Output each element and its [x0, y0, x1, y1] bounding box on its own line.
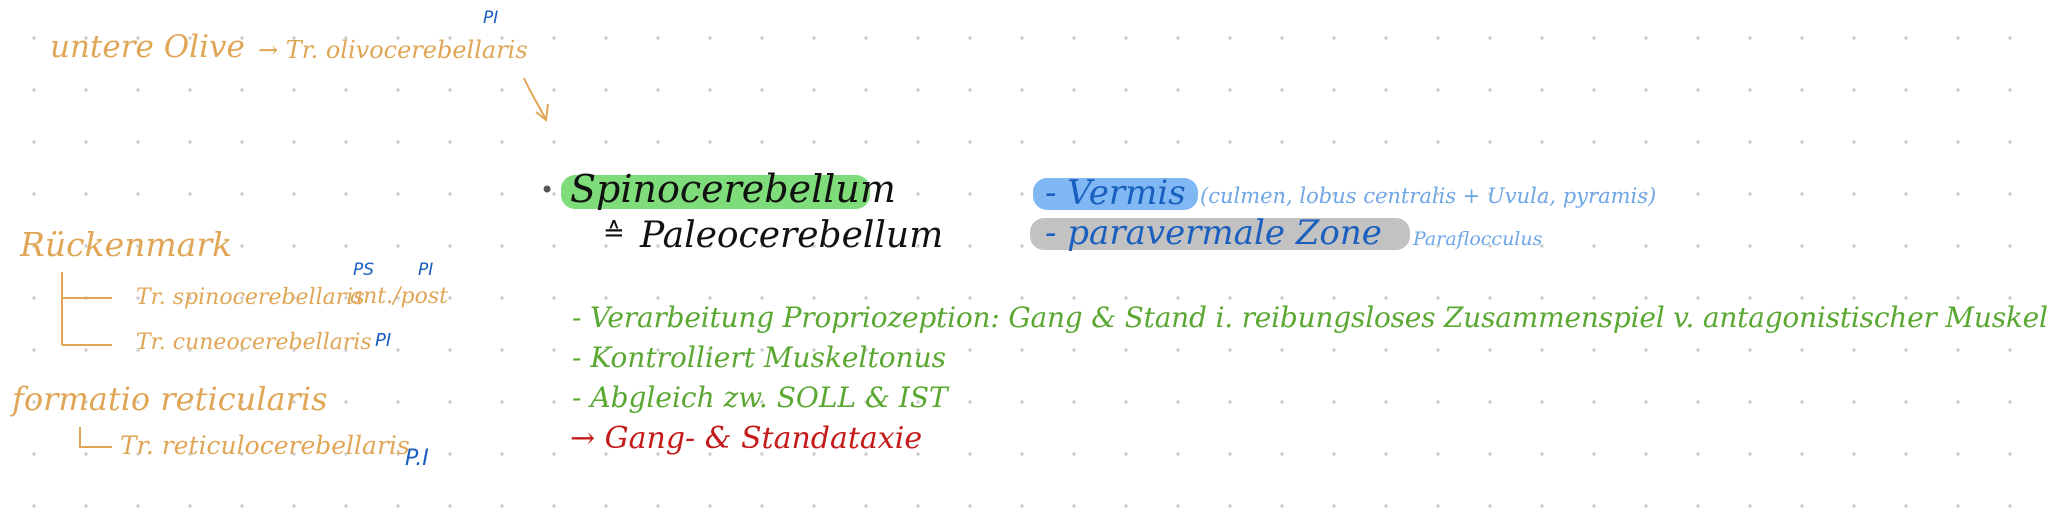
- olive-down-arrow: [523, 77, 549, 122]
- formatio-hook: [79, 427, 112, 448]
- rueckenmark-label: Rückenmark: [20, 225, 233, 264]
- paravermale-highlight: [1030, 218, 1410, 250]
- retic-tag: P.I: [405, 446, 429, 471]
- main-bullet: •: [540, 176, 555, 204]
- cuneo-tract: Tr. cuneocerebellaris: [136, 330, 372, 355]
- vermis-note: (culmen, lobus centralis + Uvula, pyrami…: [1200, 184, 1657, 208]
- cuneo-tag: PI: [375, 330, 392, 351]
- olive-tract: → Tr. olivocerebellaris: [258, 36, 528, 64]
- spino-tag-pi: PI: [418, 260, 434, 280]
- paravermale-note: Paraflocculus: [1413, 228, 1543, 250]
- olive-tag: PI: [483, 8, 499, 28]
- spino-direction: ant./post: [350, 284, 448, 309]
- equiv-symbol: ≙: [603, 218, 625, 248]
- vermis-label: - Vermis: [1045, 173, 1186, 213]
- main-title: Spinocerebellum: [570, 167, 896, 211]
- main-subtitle: Paleocerebellum: [640, 215, 944, 256]
- point-proprioception: - Verarbeitung Propriozeption: Gang & St…: [572, 301, 2048, 334]
- paravermale-label: - paravermale Zone: [1045, 213, 1382, 253]
- retic-tract: Tr. reticulocerebellaris: [120, 431, 410, 460]
- vermis-highlight: [1033, 178, 1198, 210]
- title-highlight: [561, 175, 870, 209]
- rueckenmark-bracket: [61, 272, 112, 346]
- point-soll-ist: - Abgleich zw. SOLL & IST: [572, 381, 948, 414]
- spino-tract: Tr. spinocerebellaris: [136, 285, 365, 310]
- spino-tag-ps: PS: [353, 260, 375, 280]
- olive-label: untere Olive: [50, 29, 245, 65]
- point-muskeltonus: - Kontrolliert Muskeltonus: [572, 341, 946, 374]
- formatio-label: formatio reticularis: [12, 380, 328, 418]
- conclusion-ataxie: → Gang- & Standataxie: [570, 421, 923, 456]
